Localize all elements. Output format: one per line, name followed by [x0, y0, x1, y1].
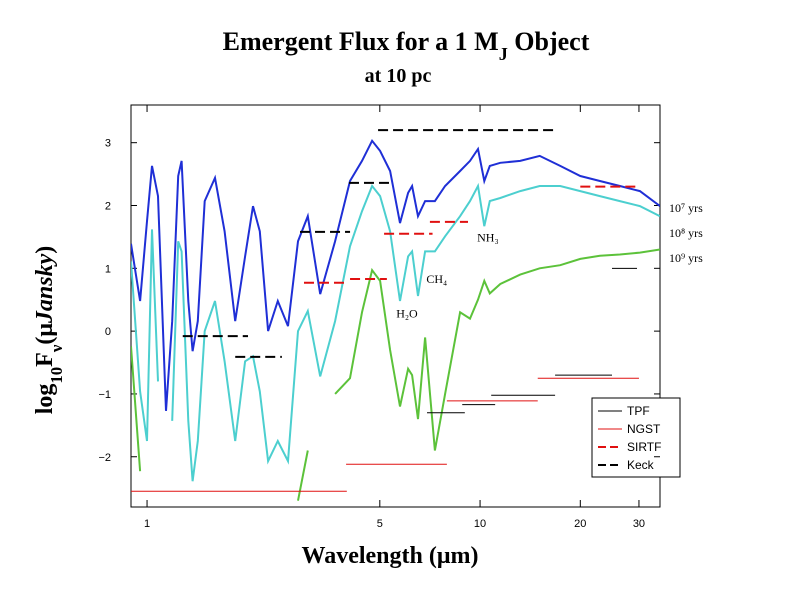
y-tick-label: 2	[105, 201, 111, 213]
x-tick-label: 1	[144, 518, 150, 530]
legend-label: NGST	[627, 422, 661, 436]
text-part: J	[499, 44, 508, 64]
legend-label: SIRTF	[627, 440, 661, 454]
x-tick-label: 20	[574, 518, 586, 530]
series-label: 10⁸ yrs	[669, 226, 703, 240]
y-axis-label: log10Fν(μJansky)	[32, 246, 66, 415]
text-part: (μ	[32, 323, 58, 345]
x-tick-label: 30	[633, 518, 645, 530]
legend-label: Keck	[627, 458, 655, 472]
series-line	[131, 182, 660, 482]
text-part: ν	[47, 344, 66, 353]
y-tick-label: 3	[105, 138, 111, 150]
text-part: Emergent Flux for a 1 M	[223, 27, 499, 56]
legend-label: TPF	[627, 404, 650, 418]
y-tick-label: −1	[98, 389, 111, 401]
plot-frame	[130, 104, 661, 508]
chart-title: Emergent Flux for a 1 MJ Object	[223, 27, 590, 64]
y-tick-label: 1	[105, 263, 111, 275]
series-line	[131, 248, 660, 501]
x-tick-label: 5	[377, 518, 383, 530]
x-tick-label: 10	[474, 518, 486, 530]
annotation: NH₃	[477, 230, 499, 244]
series-label: 10⁹ yrs	[669, 251, 703, 265]
chart-subtitle: at 10 pc	[365, 65, 432, 87]
text-part: )	[32, 246, 58, 254]
plot-area	[131, 129, 660, 501]
text-part: Object	[508, 27, 590, 56]
text-part: 10	[47, 367, 66, 384]
series-label: 10⁷ yrs	[669, 201, 703, 215]
annotation: H₂O	[396, 306, 418, 320]
text-part: log	[32, 384, 58, 415]
series-line	[131, 138, 660, 411]
annotation: CH₄	[426, 272, 447, 286]
x-axis-label: Wavelength (μm)	[302, 543, 479, 569]
text-part: Jansky	[32, 253, 58, 324]
y-tick-label: −2	[98, 452, 111, 464]
text-part: F	[32, 352, 58, 367]
y-tick-label: 0	[105, 326, 111, 338]
